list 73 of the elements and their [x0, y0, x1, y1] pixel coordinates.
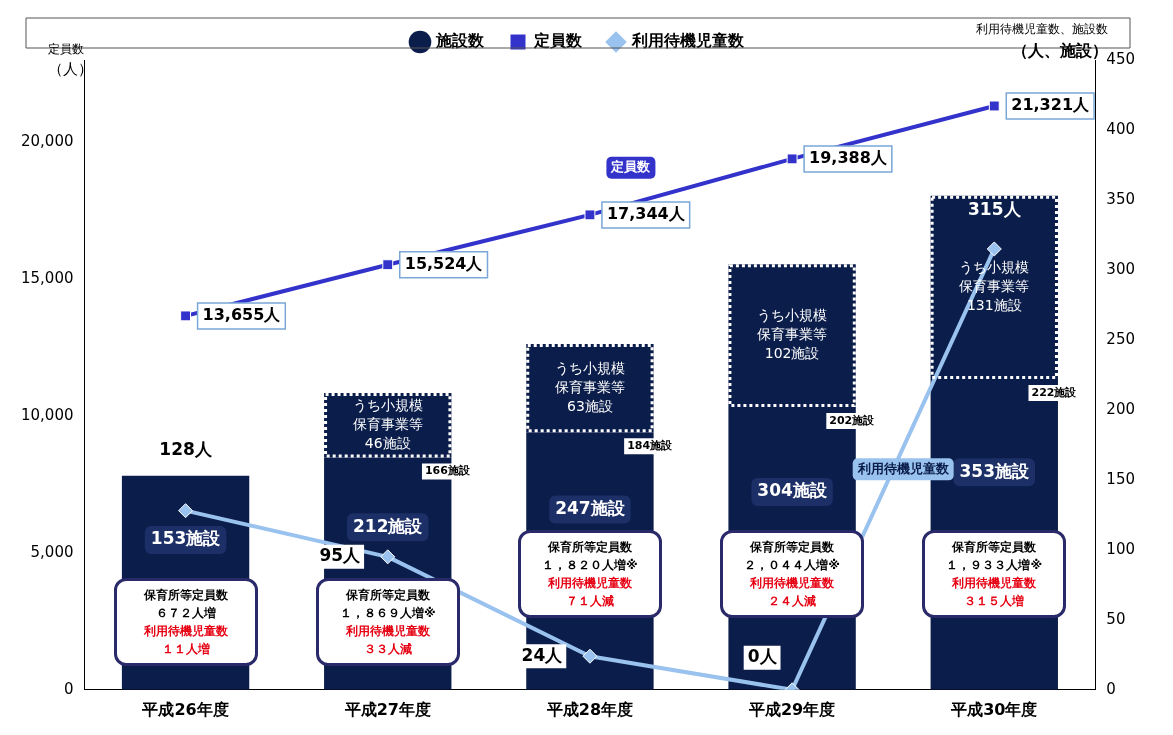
data-label: 17,344人: [606, 204, 686, 224]
legend-label: 定員数: [533, 31, 583, 51]
data-label: 21,321人: [1011, 95, 1091, 115]
data-label: うち小規模保育事業等102施設: [757, 307, 828, 362]
x-tick-label: 平成28年度: [545, 699, 634, 719]
y2-tick-label: 250: [1106, 329, 1136, 348]
data-label: うち小規模保育事業等46施設: [352, 396, 423, 451]
text: 利用待機児童数: [857, 460, 949, 476]
annotation: 保育所等定員数６７２人増: [143, 587, 228, 620]
y2-tick-label: 200: [1106, 399, 1136, 418]
y2-tick-label: 300: [1106, 259, 1136, 278]
total-label: 247施設: [555, 497, 626, 518]
x-tick-label: 平成26年度: [141, 699, 229, 719]
callout-box: 保育所等定員数１，８６９人増※ 利用待機児童数３３人減: [315, 577, 460, 666]
y2-tick-label: 100: [1106, 539, 1136, 558]
data-label: うち小規模保育事業等63施設: [554, 359, 625, 414]
callout-box: 保育所等定員数１，８２０人増※ 利用待機児童数７１人減: [517, 529, 662, 618]
callout-box: 保育所等定員数２，０４４人増※ 利用待機児童数２４人減: [720, 529, 865, 618]
point: [988, 100, 1000, 112]
point: [584, 209, 596, 221]
x-tick-label: 平成29年度: [747, 699, 836, 719]
data-label: 166施設: [424, 464, 471, 478]
y-tick-label: 10,000: [20, 405, 74, 424]
total-label: 153施設: [150, 528, 222, 549]
total-label: 353施設: [959, 460, 1031, 481]
y-tick-label: 20,000: [20, 132, 74, 151]
annotation: 利用待機児童数２４人減: [750, 575, 835, 608]
callout-box: 保育所等定員数１，９３３人増※ 利用待機児童数３１５人増: [922, 529, 1067, 618]
annotation: 保育所等定員数１，８６９人増※: [339, 587, 436, 620]
total-label: 304施設: [757, 480, 828, 501]
data-label: 128人: [159, 439, 213, 460]
point: [180, 310, 192, 322]
point: [986, 241, 1002, 257]
y-tick-label: 0: [63, 679, 74, 698]
data-label: 24人: [521, 644, 564, 665]
data-label: 222施設: [1031, 385, 1078, 399]
annotation: 保育所等定員数１，８２０人増※: [542, 539, 638, 572]
annotation: 利用待機児童数３３人減: [345, 623, 430, 656]
data-label: 315人: [968, 199, 1022, 220]
point: [178, 503, 194, 519]
data-label: 0人: [747, 646, 778, 667]
annotation: 保育所等定員数１，９３３人増※: [946, 539, 1043, 572]
data-label: 15,524人: [404, 253, 484, 273]
y2-tick-label: 50: [1106, 609, 1126, 628]
data-label: 202施設: [829, 413, 876, 427]
annotation: 利用待機児童数７１人減: [547, 575, 632, 608]
y-tick-label: 5,000: [30, 542, 74, 561]
point: [382, 259, 394, 271]
legend-label: 施設数: [435, 31, 485, 51]
point: [786, 153, 798, 165]
legend-label: 利用待機児童数: [631, 31, 745, 51]
point: [582, 648, 598, 664]
text: 定員数: [611, 159, 651, 175]
y-tick-label: 15,000: [20, 268, 74, 287]
y2-tick-label: 150: [1106, 469, 1136, 488]
x-tick-label: 平成30年度: [950, 699, 1038, 719]
data-label: 95人: [319, 545, 362, 566]
y2-tick-label: 350: [1106, 189, 1136, 208]
data-label: 13,655人: [202, 305, 282, 325]
x-tick-label: 平成27年度: [343, 699, 431, 719]
callout-box: 保育所等定員数６７２人増 利用待機児童数１１人増: [113, 577, 258, 666]
y2-tick-label: 0: [1106, 679, 1116, 698]
y2-axis-title: 利用待機児童数、施設数（人、施設）: [976, 22, 1108, 61]
y2-tick-label: 450: [1106, 49, 1136, 68]
y-axis-title: 定員数（人）: [48, 42, 93, 78]
annotation: 保育所等定員数２，０４４人増※: [744, 539, 840, 572]
annotation: 利用待機児童数３１５人増: [952, 575, 1037, 608]
data-label: 184施設: [627, 439, 674, 453]
total-label: 212施設: [353, 515, 424, 536]
point: [380, 549, 396, 565]
data-label: 19,388人: [809, 148, 888, 168]
annotation: 利用待機児童数１１人増: [143, 623, 228, 656]
y2-tick-label: 400: [1106, 119, 1136, 138]
